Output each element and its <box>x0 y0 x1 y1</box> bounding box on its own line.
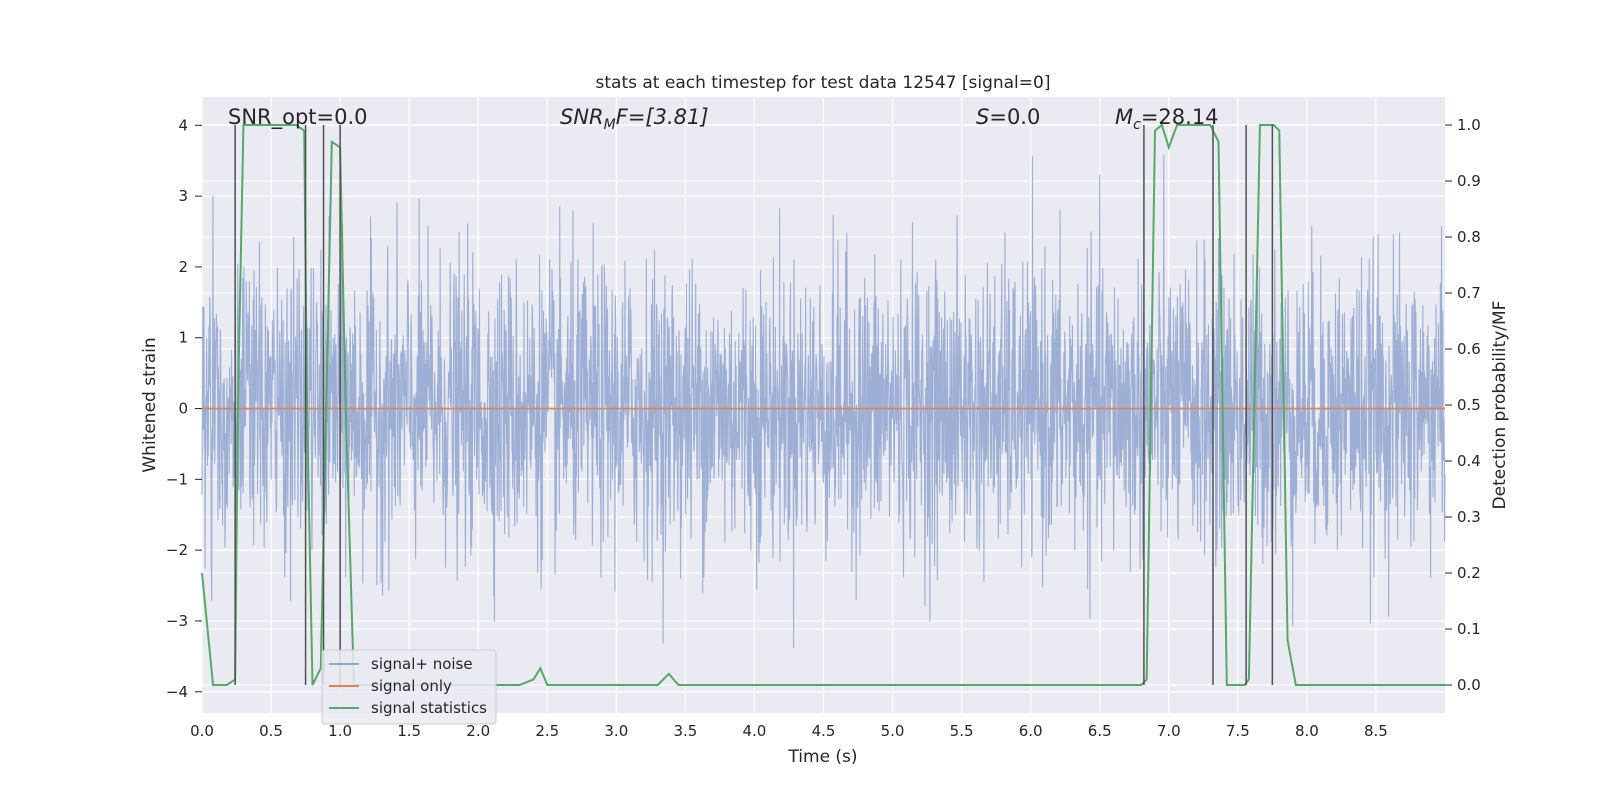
x-tick-10: 5.0 <box>881 722 905 740</box>
x-tick-17: 8.5 <box>1364 722 1388 740</box>
right-y-axis-label: Detection probability/MF <box>1490 301 1510 510</box>
x-tick-16: 8.0 <box>1295 722 1319 740</box>
s-rest: =0.0 <box>989 105 1040 129</box>
y-axis-label: Whitened strain <box>140 337 160 472</box>
signal-statistics-series <box>201 123 1445 686</box>
mc-subscript: c <box>1133 117 1141 133</box>
s-annotation: S=0.0 <box>976 105 1040 129</box>
s-base: S <box>976 105 989 129</box>
x-tick-9: 4.5 <box>812 722 836 740</box>
x-tick-1: 0.5 <box>259 722 283 740</box>
x-axis-label: Time (s) <box>787 747 857 767</box>
x-tick-3: 1.5 <box>397 722 421 740</box>
x-tick-2: 1.0 <box>328 722 352 740</box>
y-tick-1: −3 <box>166 612 188 630</box>
y-tick-7: 3 <box>178 187 188 205</box>
legend-label-noise: signal+ noise <box>371 655 473 673</box>
y-axis-ticks: −4 −3 −2 −1 0 1 2 3 4 <box>166 116 202 701</box>
x-tick-5: 2.5 <box>535 722 559 740</box>
x-tick-7: 3.5 <box>673 722 697 740</box>
yr-tick-5: 0.5 <box>1457 396 1481 414</box>
x-tick-11: 5.5 <box>950 722 974 740</box>
chart-title: stats at each timestep for test data 125… <box>596 73 1051 93</box>
yr-tick-2: 0.2 <box>1457 564 1481 582</box>
yr-tick-3: 0.3 <box>1457 508 1481 526</box>
snr-mf-annotation: SNRMF=[3.81] <box>560 105 709 133</box>
yr-tick-10: 1.0 <box>1457 116 1481 134</box>
x-tick-14: 7.0 <box>1157 722 1181 740</box>
x-axis-ticks: 0.0 0.5 1.0 1.5 2.0 2.5 3.0 3.5 4.0 4.5 5.0 5.5 6.0 6… <box>190 722 1388 740</box>
snr-mf-base: SNR <box>560 105 604 129</box>
legend-box <box>321 649 497 725</box>
y-tick-5: 1 <box>178 329 188 347</box>
x-tick-12: 6.0 <box>1019 722 1043 740</box>
y-tick-8: 4 <box>178 116 188 134</box>
snr-opt-annotation: SNR_opt=0.0 <box>228 105 368 130</box>
y-tick-6: 2 <box>178 258 188 276</box>
legend-label-stats: signal statistics <box>371 699 487 717</box>
y-tick-3: −1 <box>166 470 188 488</box>
signal-statistics-line <box>201 123 1445 686</box>
threshold-vertical-lines <box>234 125 1274 685</box>
x-tick-0: 0.0 <box>190 722 214 740</box>
yr-tick-1: 0.1 <box>1457 620 1481 638</box>
x-tick-13: 6.5 <box>1088 722 1112 740</box>
yr-tick-7: 0.7 <box>1457 284 1481 302</box>
snr-mf-rest: F=[3.81] <box>616 105 709 129</box>
x-tick-4: 2.0 <box>466 722 490 740</box>
y-tick-0: −4 <box>166 683 188 701</box>
yr-tick-0: 0.0 <box>1457 676 1481 694</box>
right-y-axis-ticks: 0.0 0.1 0.2 0.3 0.4 0.5 0.6 0.7 0.8 0.9 1.0 <box>1445 116 1481 694</box>
x-tick-8: 4.0 <box>743 722 767 740</box>
yr-tick-9: 0.9 <box>1457 172 1481 190</box>
x-tick-15: 7.5 <box>1226 722 1250 740</box>
yr-tick-6: 0.6 <box>1457 340 1481 358</box>
y-tick-4: 0 <box>178 400 188 418</box>
signal-noise-series <box>201 154 1446 649</box>
mc-rest: =28.14 <box>1141 105 1219 129</box>
yr-tick-4: 0.4 <box>1457 452 1481 470</box>
mc-annotation: Mc=28.14 <box>1115 105 1219 133</box>
noise-trace <box>201 154 1446 649</box>
y-tick-2: −2 <box>166 541 188 559</box>
legend-label-signal: signal only <box>371 677 452 695</box>
legend: signal+ noise signal only signal statist… <box>321 649 497 725</box>
x-tick-6: 3.0 <box>604 722 628 740</box>
yr-tick-8: 0.8 <box>1457 228 1481 246</box>
snr-mf-subscript: M <box>604 117 616 133</box>
mc-base: M <box>1115 105 1133 129</box>
